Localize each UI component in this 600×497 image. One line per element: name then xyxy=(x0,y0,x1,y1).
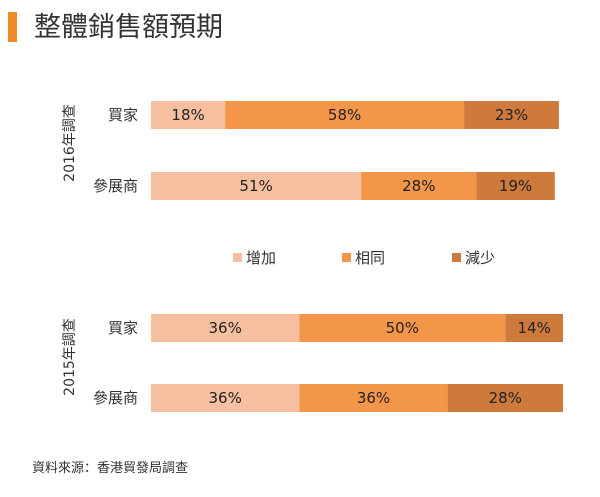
data-label: 58% xyxy=(328,106,361,124)
category-label: 買家 xyxy=(108,319,138,337)
data-label: 36% xyxy=(209,319,242,337)
group-label: 2015年調查 xyxy=(62,318,78,396)
legend-label: 增加 xyxy=(246,249,276,267)
legend-swatch xyxy=(342,253,351,262)
data-label: 23% xyxy=(495,106,528,124)
data-label: 28% xyxy=(489,389,522,407)
bar-segment xyxy=(151,314,300,342)
bar-segment xyxy=(299,384,448,412)
data-label: 51% xyxy=(239,177,272,195)
legend-swatch xyxy=(452,253,461,262)
group-label: 2016年調查 xyxy=(62,104,78,182)
bar-segment xyxy=(476,172,555,200)
legend-label: 減少 xyxy=(465,249,495,267)
data-label: 36% xyxy=(357,389,390,407)
category-label: 買家 xyxy=(108,106,138,124)
bar-segment xyxy=(151,172,362,200)
legend-label: 相同 xyxy=(355,249,385,267)
legend: 增加 相同 減少 xyxy=(233,249,495,267)
data-label: 14% xyxy=(518,319,551,337)
data-label: 28% xyxy=(402,177,435,195)
title-accent-bar xyxy=(8,12,17,42)
data-labels: 18% 58% 23% 51% 28% 19% 36% 50% 14% 36% 36% 28% xyxy=(171,106,550,407)
category-label: 參展商 xyxy=(93,177,138,195)
group-labels: 2016年調查 2015年調查 xyxy=(62,104,78,396)
legend-swatch xyxy=(233,253,242,262)
bar-segment xyxy=(447,384,563,412)
bar-segment xyxy=(225,101,465,129)
source-note: 資料來源：香港貿發局調查 xyxy=(32,461,189,476)
bar-segment xyxy=(151,384,300,412)
data-label: 36% xyxy=(209,389,242,407)
bar-segment xyxy=(151,101,226,129)
bar-segment xyxy=(299,314,506,342)
data-label: 50% xyxy=(386,319,419,337)
category-label: 參展商 xyxy=(93,389,138,407)
bar-segment xyxy=(464,101,559,129)
bar-segments xyxy=(151,101,563,412)
bar-segment xyxy=(505,314,563,342)
data-label: 19% xyxy=(499,177,532,195)
chart-title: 整體銷售額預期 xyxy=(34,12,223,43)
data-label: 18% xyxy=(171,106,204,124)
bar-segment xyxy=(361,172,477,200)
